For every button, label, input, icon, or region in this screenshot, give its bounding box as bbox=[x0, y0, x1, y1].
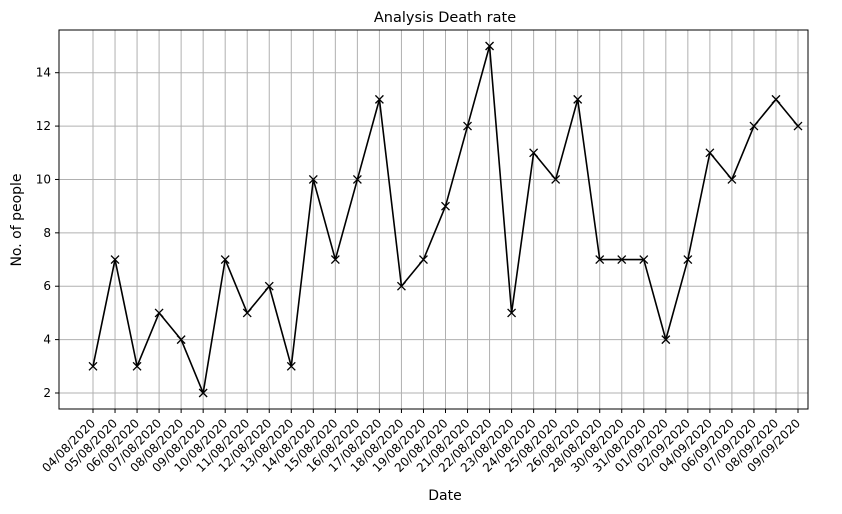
data-point-marker bbox=[793, 121, 803, 131]
data-point-marker bbox=[220, 255, 230, 264]
grid-lines bbox=[59, 30, 808, 409]
data-point-marker bbox=[264, 281, 274, 291]
plot-area-frame bbox=[58, 29, 809, 410]
data-point-marker bbox=[705, 148, 715, 158]
data-point-marker bbox=[463, 121, 472, 131]
data-point-marker bbox=[242, 308, 252, 318]
axis-ticks: 04/08/202005/08/202006/08/202007/08/2020… bbox=[36, 66, 803, 475]
y-tick-label: 14 bbox=[36, 66, 51, 80]
data-point-marker bbox=[308, 175, 318, 184]
data-point-marker bbox=[396, 281, 406, 291]
data-point-marker bbox=[485, 41, 495, 51]
data-point-marker bbox=[661, 335, 671, 345]
data-point-marker bbox=[374, 94, 384, 104]
data-point-marker bbox=[683, 255, 693, 264]
data-point-marker bbox=[330, 255, 340, 264]
data-point-marker bbox=[88, 361, 98, 371]
data-point-marker bbox=[110, 255, 120, 264]
data-point-marker bbox=[507, 308, 517, 318]
data-point-marker bbox=[749, 121, 759, 131]
x-axis-title: Date bbox=[428, 488, 461, 504]
data-point-marker bbox=[617, 255, 627, 264]
data-series bbox=[88, 41, 803, 398]
data-point-marker bbox=[639, 255, 649, 264]
y-tick-label: 8 bbox=[43, 226, 51, 240]
data-point-marker bbox=[132, 361, 142, 371]
y-tick-label: 2 bbox=[43, 386, 51, 400]
data-point-marker bbox=[573, 94, 583, 104]
data-point-marker bbox=[154, 308, 164, 318]
data-point-marker bbox=[771, 94, 781, 104]
y-tick-label: 12 bbox=[36, 119, 51, 133]
data-point-marker bbox=[176, 335, 186, 345]
data-point-marker bbox=[529, 148, 539, 158]
data-point-marker bbox=[419, 255, 428, 264]
data-point-marker bbox=[198, 388, 208, 398]
data-point-marker bbox=[441, 201, 450, 211]
y-tick-label: 4 bbox=[43, 333, 51, 347]
y-tick-label: 6 bbox=[43, 279, 51, 293]
data-point-marker bbox=[551, 175, 561, 184]
chart-title: Analysis Death rate bbox=[374, 10, 516, 26]
data-point-marker bbox=[595, 255, 605, 264]
data-point-marker bbox=[286, 361, 296, 371]
y-axis-title: No. of people bbox=[9, 173, 25, 266]
data-point-marker bbox=[352, 175, 362, 184]
y-tick-label: 10 bbox=[36, 172, 51, 186]
data-point-marker bbox=[727, 175, 737, 184]
